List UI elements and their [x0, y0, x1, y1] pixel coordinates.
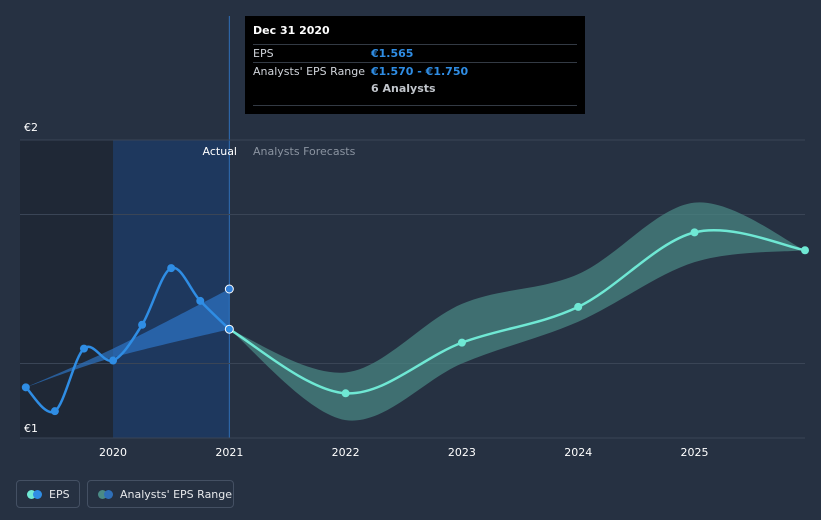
tooltip-date: Dec 31 2020: [253, 24, 330, 37]
tooltip-analysts-row: 6 Analysts: [253, 80, 577, 97]
actual-range-area: [25, 289, 230, 388]
eps-actual-point[interactable]: [167, 264, 176, 273]
eps-forecast-point[interactable]: [690, 228, 699, 237]
eps-actual-point[interactable]: [138, 320, 147, 329]
tooltip-eps-value: €1.565: [371, 47, 414, 60]
eps-forecast-point[interactable]: [457, 338, 466, 347]
forecast-label: Analysts Forecasts: [253, 145, 356, 158]
x-tick-label: 2022: [332, 446, 360, 459]
tooltip-divider: [253, 105, 577, 106]
eps-actual-point[interactable]: [21, 383, 30, 392]
actual-label: Actual: [203, 145, 237, 158]
eps-points[interactable]: [21, 228, 809, 416]
eps-forecast-point[interactable]: [574, 302, 583, 311]
x-tick-label: 2025: [681, 446, 709, 459]
eps-actual-point[interactable]: [79, 344, 88, 353]
range-legend-icon: [98, 489, 114, 499]
axis-labels: €1 €2 2020 2021 2022 2023 2024 2025: [24, 121, 709, 459]
eps-forecast-line: [228, 229, 806, 395]
past-shade: [20, 140, 114, 438]
legend-analysts-range[interactable]: Analysts' EPS Range: [87, 480, 234, 508]
range-areas: [25, 202, 806, 421]
x-tick-label: 2021: [215, 446, 243, 459]
y-tick-label: €2: [24, 121, 38, 134]
hover-highlight-band: [113, 140, 230, 438]
eps-actual-point[interactable]: [50, 407, 59, 416]
chart-background-layer: [20, 16, 230, 438]
tooltip-analysts-count: 6 Analysts: [371, 82, 436, 95]
x-tick-label: 2023: [448, 446, 476, 459]
x-tick-label: 2020: [99, 446, 127, 459]
eps-forecast-point[interactable]: [801, 246, 809, 255]
eps-actual-point[interactable]: [224, 324, 234, 334]
y-tick-label: €1: [24, 422, 38, 435]
tooltip-eps-row: EPS €1.565: [253, 44, 577, 62]
forecast-range-area: [229, 202, 806, 421]
legend-eps[interactable]: EPS: [16, 480, 80, 508]
legend-eps-label: EPS: [49, 487, 70, 501]
eps-chart: €1 €2 2020 2021 2022 2023 2024 2025 Actual Anal…: [20, 16, 809, 459]
eps-actual-point[interactable]: [196, 296, 205, 305]
tooltip-range-value: €1.570 - €1.750: [371, 65, 469, 78]
eps-actual-point[interactable]: [109, 356, 118, 365]
range-high-point: [224, 284, 234, 294]
eps-lines: [24, 229, 806, 414]
eps-forecast-point[interactable]: [341, 389, 350, 398]
eps-actual-line: [24, 266, 231, 414]
tooltip-range-row: Analysts' EPS Range €1.570 - €1.750: [253, 62, 577, 80]
tooltip-range-label: Analysts' EPS Range: [253, 65, 366, 78]
eps-legend-icon: [27, 489, 43, 499]
x-tick-label: 2024: [564, 446, 592, 459]
tooltip-eps-label: EPS: [253, 47, 274, 60]
legend-range-label: Analysts' EPS Range: [120, 487, 233, 501]
tooltip: Dec 31 2020 EPS €1.565 Analysts' EPS Ran…: [245, 16, 585, 114]
